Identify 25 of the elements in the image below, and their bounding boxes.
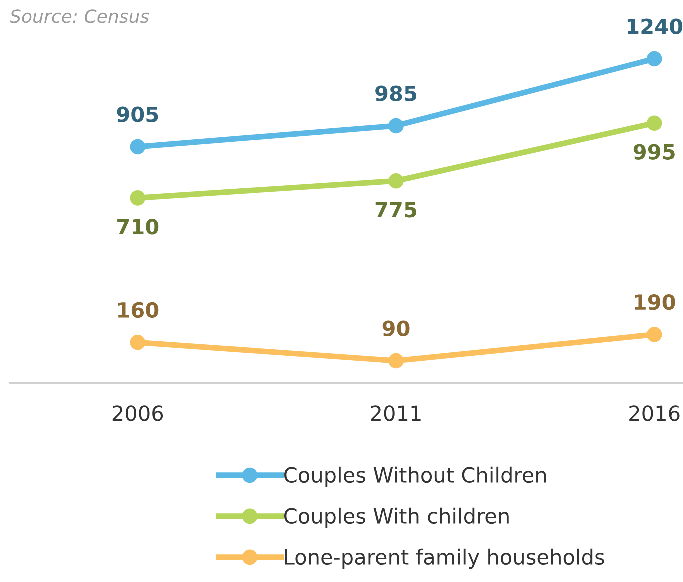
point [130,334,146,350]
data-label: 710 [118,219,159,235]
x-tick-label: 2006 [112,406,164,422]
legend-label: Lone-parent family households [285,548,604,570]
data-label: 995 [634,144,675,160]
data-label: 985 [376,86,417,102]
point [646,51,662,67]
data-label: 190 [635,294,676,310]
source-note: Source: Census [10,10,150,24]
data-label: 160 [118,302,159,318]
point [388,353,404,369]
data-label: 1240 [628,18,683,34]
legend-label: Couples Without Children [284,466,546,488]
point [646,327,662,342]
x-tick-label: 2011 [371,406,421,422]
point [130,139,146,155]
data-label: 90 [382,320,410,336]
legend-label: Couples With children [284,508,509,528]
data-label: 775 [376,202,417,218]
point [130,190,146,206]
point [388,173,404,189]
data-label: 905 [117,106,158,122]
point [646,116,662,131]
x-tick-label: 2016 [630,406,680,422]
point [388,118,404,134]
